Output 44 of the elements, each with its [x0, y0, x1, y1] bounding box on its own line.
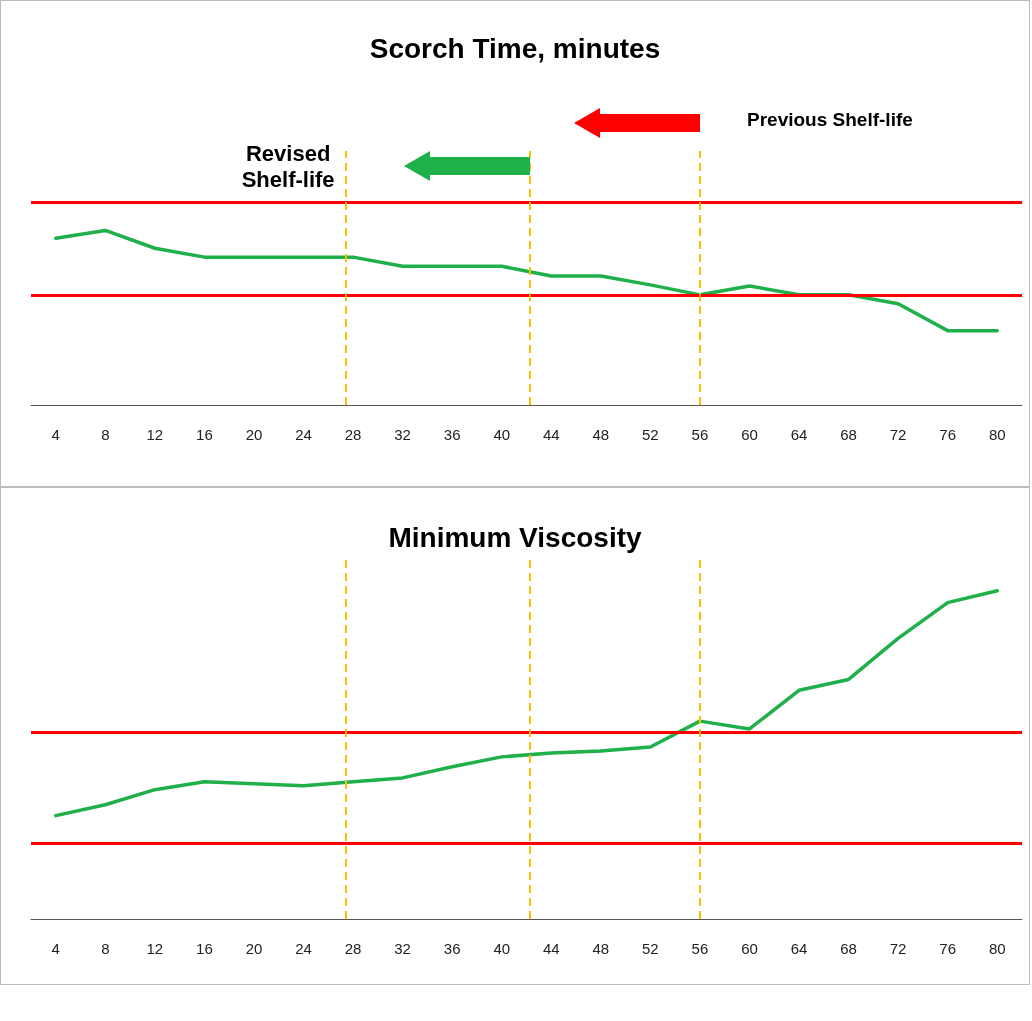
x-tick-label: 32 [394, 426, 411, 443]
x-tick-label: 24 [295, 940, 312, 957]
x-tick-label: 44 [542, 426, 560, 443]
x-tick-label: 72 [889, 426, 907, 443]
x-tick-label: 48 [592, 940, 610, 957]
x-tick-label: 76 [939, 426, 957, 443]
x-tick-label: 20 [245, 426, 263, 443]
x-tick-label: 48 [592, 426, 610, 443]
x-tick-label: 12 [146, 940, 164, 957]
x-tick-label: 64 [790, 940, 808, 957]
x-tick-label: 16 [196, 940, 213, 957]
x-tick-label: 8 [101, 940, 110, 957]
x-tick-label: 76 [939, 940, 957, 957]
x-tick-label: 20 [245, 940, 263, 957]
x-tick-label: 68 [840, 940, 857, 957]
x-tick-label: 32 [394, 940, 411, 957]
x-tick-label: 24 [295, 426, 312, 443]
chart-title: Scorch Time, minutes [369, 32, 661, 64]
x-tick-label: 60 [741, 940, 758, 957]
text: Revised Shelf-life [240, 141, 336, 193]
x-tick-label: 36 [443, 940, 461, 957]
x-tick-label: 80 [988, 426, 1006, 443]
x-tick-label: 56 [691, 940, 709, 957]
x-tick-label: 28 [344, 426, 362, 443]
x-tick-label: 28 [344, 940, 362, 957]
text: Previous Shelf-life [746, 108, 914, 132]
x-tick-label: 40 [493, 940, 511, 957]
x-tick-label: 52 [642, 426, 659, 443]
x-tick-label: 16 [196, 426, 213, 443]
x-tick-label: 64 [790, 426, 808, 443]
x-tick-label: 52 [642, 940, 659, 957]
chart-title: Minimum Viscosity [388, 521, 642, 553]
x-tick-label: 72 [889, 940, 907, 957]
x-tick-label: 44 [542, 940, 560, 957]
x-tick-label: 56 [691, 426, 709, 443]
x-tick-label: 60 [741, 426, 758, 443]
x-tick-label: 4 [51, 426, 60, 443]
x-tick-label: 40 [493, 426, 511, 443]
x-tick-label: 36 [443, 426, 461, 443]
x-tick-label: 8 [101, 426, 110, 443]
x-tick-label: 12 [146, 426, 164, 443]
x-tick-label: 80 [988, 940, 1006, 957]
x-tick-label: 4 [51, 940, 60, 957]
x-tick-label: 68 [840, 426, 857, 443]
